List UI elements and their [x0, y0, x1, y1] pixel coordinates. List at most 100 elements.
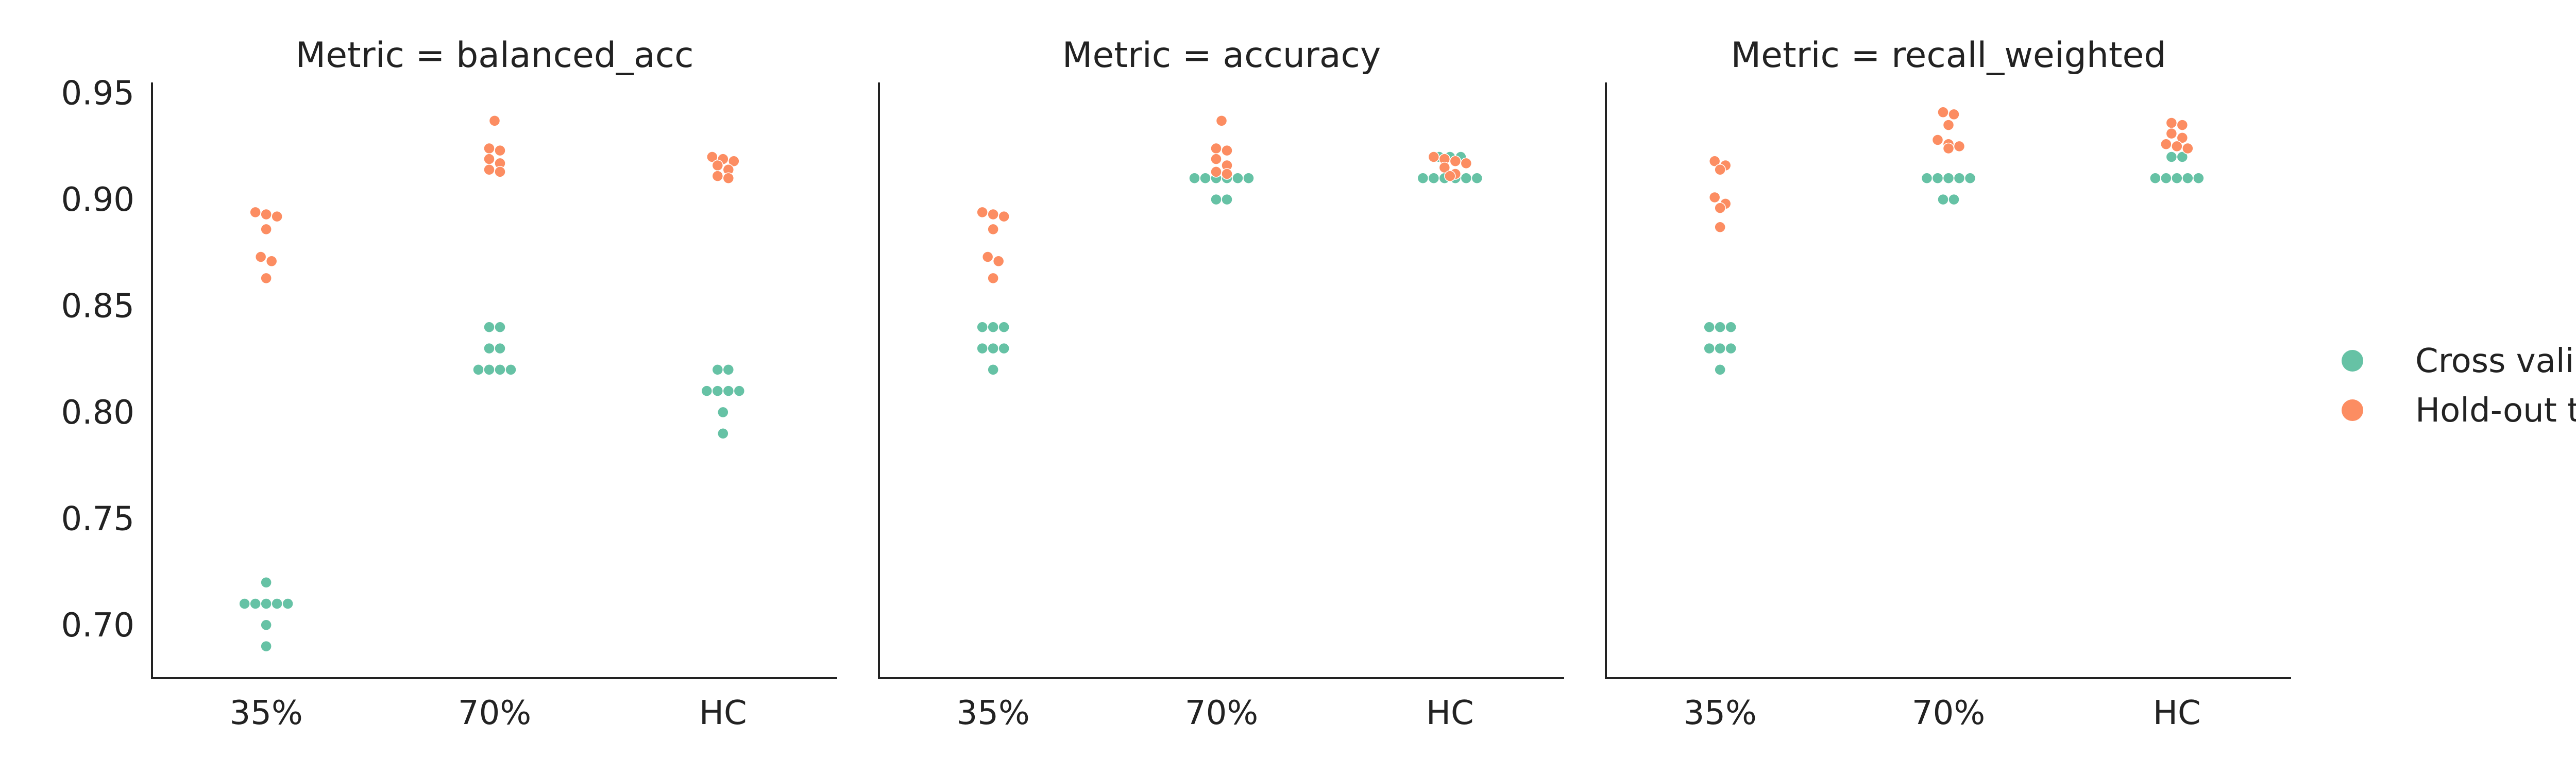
point-cross-validation-35 — [1725, 342, 1737, 355]
point-hold-out-test-hc — [1449, 155, 1462, 167]
point-cross-validation-35 — [249, 598, 261, 610]
point-hold-out-test-70 — [494, 144, 506, 157]
point-hold-out-test-hc — [711, 159, 724, 172]
point-hold-out-test-35 — [260, 223, 272, 236]
x-tick-label: 35% — [957, 694, 1030, 732]
point-cross-validation-hc — [711, 364, 724, 376]
point-hold-out-test-35 — [998, 210, 1010, 223]
point-cross-validation-hc — [717, 406, 729, 418]
point-cross-validation-70 — [483, 321, 495, 333]
x-tick-label: HC — [1426, 694, 1474, 732]
point-hold-out-test-hc — [722, 172, 735, 184]
point-cross-validation-hc — [2193, 172, 2205, 184]
point-cross-validation-35 — [1725, 321, 1737, 333]
point-cross-validation-35 — [260, 619, 272, 631]
y-tick-label: 0.80 — [61, 394, 135, 432]
point-cross-validation-70 — [1189, 172, 1200, 184]
point-hold-out-test-35 — [976, 206, 988, 219]
point-hold-out-test-hc — [1438, 161, 1451, 174]
point-hold-out-test-35 — [987, 223, 999, 236]
point-cross-validation-hc — [711, 385, 724, 397]
chart-panels: Metric = balanced_acc 0.70 0.75 0.80 0.85 0.9… — [61, 35, 2291, 732]
point-cross-validation-hc — [733, 385, 745, 397]
y-tick-label: 0.95 — [61, 75, 135, 113]
point-hold-out-test-hc — [2165, 127, 2178, 140]
point-cross-validation-70 — [1243, 172, 1255, 184]
point-cross-validation-35 — [1714, 321, 1726, 333]
point-cross-validation-70 — [483, 342, 495, 355]
point-cross-validation-35 — [1703, 342, 1715, 355]
point-hold-out-test-70 — [1210, 153, 1222, 165]
point-hold-out-test-35 — [992, 255, 1005, 267]
point-cross-validation-hc — [2182, 172, 2194, 184]
point-cross-validation-35 — [282, 598, 294, 610]
point-hold-out-test-70 — [1215, 115, 1228, 127]
y-tick-label: 0.70 — [61, 607, 135, 645]
x-tick-label: HC — [699, 694, 747, 732]
point-hold-out-test-70 — [1942, 119, 1955, 131]
point-cross-validation-35 — [1703, 321, 1715, 333]
point-hold-out-test-35 — [1714, 221, 1726, 233]
point-cross-validation-35 — [987, 364, 999, 376]
legend-label-hold-out-test: Hold-out test — [2415, 392, 2576, 430]
point-cross-validation-35 — [1714, 342, 1726, 355]
point-hold-out-test-hc — [2182, 142, 2194, 155]
point-cross-validation-35 — [260, 640, 272, 652]
point-hold-out-test-70 — [1942, 142, 1955, 155]
point-cross-validation-35 — [239, 598, 250, 610]
point-hold-out-test-35 — [271, 210, 283, 223]
point-cross-validation-hc — [722, 385, 735, 397]
point-cross-validation-70 — [505, 364, 517, 376]
point-cross-validation-70 — [1931, 172, 1944, 184]
legend-marker-hold-out-test — [2342, 399, 2363, 421]
point-cross-validation-35 — [260, 576, 272, 589]
point-cross-validation-70 — [1232, 172, 1244, 184]
point-hold-out-test-35 — [1714, 202, 1726, 214]
y-tick-label: 0.90 — [61, 181, 135, 219]
point-hold-out-test-35 — [1708, 155, 1721, 167]
legend-label-cross-validation: Cross validation — [2415, 342, 2576, 380]
point-cross-validation-70 — [1210, 193, 1222, 206]
point-cross-validation-70 — [1964, 172, 1976, 184]
point-cross-validation-70 — [1937, 193, 1949, 206]
point-cross-validation-hc — [1471, 172, 1483, 184]
point-cross-validation-70 — [1199, 172, 1211, 184]
legend: Cross validation Hold-out test — [2342, 342, 2576, 430]
point-cross-validation-70 — [1948, 193, 1960, 206]
y-tick-label: 0.75 — [61, 500, 135, 538]
point-cross-validation-70 — [1921, 172, 1933, 184]
point-cross-validation-70 — [1942, 172, 1955, 184]
point-cross-validation-hc — [2165, 151, 2178, 163]
point-hold-out-test-hc — [711, 170, 724, 182]
point-hold-out-test-35 — [987, 208, 999, 221]
point-cross-validation-hc — [1428, 172, 1440, 184]
point-hold-out-test-70 — [1221, 168, 1233, 180]
point-hold-out-test-35 — [255, 251, 267, 263]
point-hold-out-test-hc — [1428, 151, 1440, 163]
point-cross-validation-hc — [1417, 172, 1429, 184]
point-cross-validation-70 — [472, 364, 484, 376]
point-hold-out-test-35 — [987, 272, 999, 284]
point-hold-out-test-hc — [1460, 157, 1472, 170]
point-cross-validation-35 — [976, 321, 988, 333]
panel-title: Metric = balanced_acc — [296, 35, 694, 76]
point-cross-validation-70 — [494, 321, 506, 333]
point-cross-validation-35 — [998, 321, 1010, 333]
point-hold-out-test-35 — [1708, 191, 1721, 204]
point-hold-out-test-hc — [2176, 132, 2189, 144]
panel-3: Metric = recall_weighted 35% 70% HC — [1605, 35, 2291, 732]
x-tick-label: 35% — [1684, 694, 1757, 732]
panel-title: Metric = accuracy — [1062, 35, 1381, 76]
point-cross-validation-hc — [701, 385, 713, 397]
point-cross-validation-35 — [987, 342, 999, 355]
point-hold-out-test-70 — [483, 164, 495, 176]
point-hold-out-test-35 — [249, 206, 261, 219]
x-tick-label: HC — [2153, 694, 2201, 732]
point-hold-out-test-hc — [2160, 138, 2172, 150]
point-cross-validation-70 — [494, 342, 506, 355]
x-tick-label: 35% — [230, 694, 303, 732]
point-hold-out-test-70 — [494, 166, 506, 178]
point-cross-validation-hc — [1460, 172, 1472, 184]
x-tick-label: 70% — [458, 694, 531, 732]
